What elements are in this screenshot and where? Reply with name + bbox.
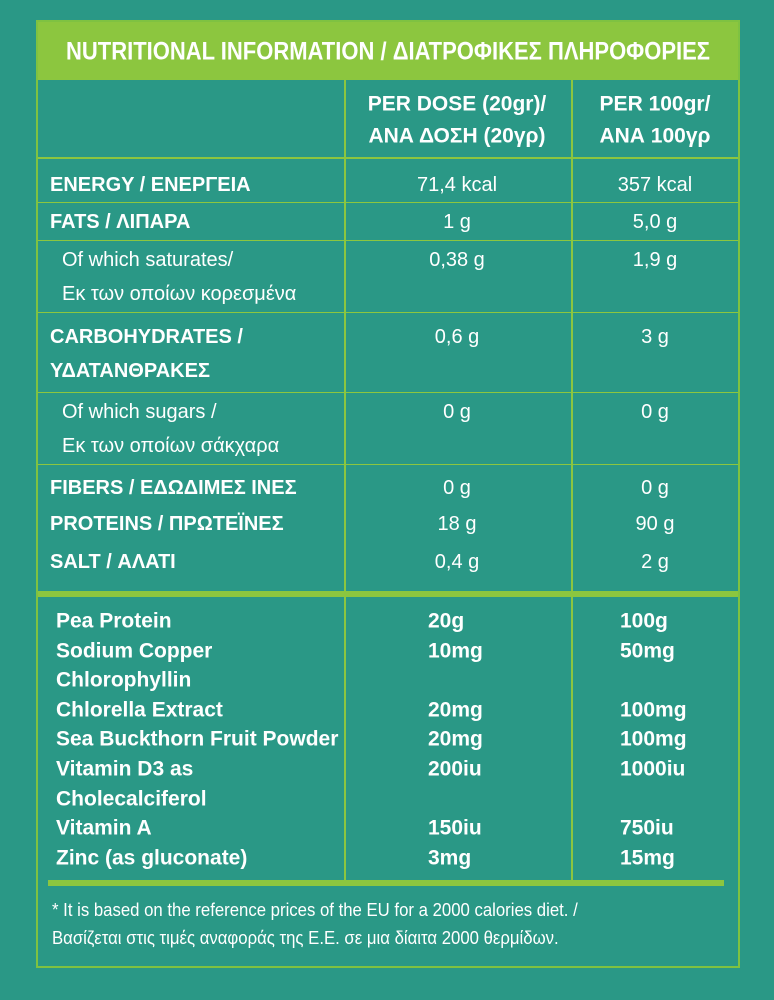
row-divider	[38, 202, 738, 203]
dose-value: 150iu	[428, 816, 482, 840]
per100-value: 1,9 g	[632, 249, 678, 271]
row-divider	[38, 464, 738, 465]
dose-value: 18 g	[437, 513, 477, 535]
nutrient-label: PROTEINS / ΠΡΩΤΕΪΝΕΣ	[50, 513, 284, 535]
ingredient-label: Chlorella Extract	[56, 698, 223, 722]
nutrient-label: CARBOHYDRATES /	[50, 326, 243, 348]
per100-value: 357 kcal	[617, 174, 693, 196]
nutrient-label: Of which sugars /	[62, 401, 217, 423]
dose-value: 0 g	[443, 401, 471, 423]
dose-value: 71,4 kcal	[416, 174, 498, 196]
per100-value: 750iu	[620, 816, 674, 840]
nutrient-label: Εκ των οποίων σάκχαρα	[62, 435, 280, 457]
column-header: PER 100gr/	[599, 92, 711, 116]
row-divider	[38, 240, 738, 241]
ingredient-label: Chlorophyllin	[56, 668, 192, 692]
nutrient-label: Εκ των οποίων κορεσμένα	[62, 283, 297, 305]
per100-value: 100g	[620, 609, 668, 633]
ingredient-label: Cholecalciferol	[56, 787, 207, 811]
footnote: * It is based on the reference prices of…	[52, 900, 578, 920]
column-header: ΑΝΑ 100γρ	[599, 124, 711, 148]
per100-value: 1000iu	[620, 757, 686, 781]
section-divider	[38, 591, 738, 597]
ingredient-label: Sea Buckthorn Fruit Powder	[56, 727, 339, 751]
ingredient-label: Sodium Copper	[56, 639, 213, 663]
dose-value: 20mg	[428, 727, 483, 751]
per100-value: 100mg	[620, 698, 687, 722]
row-divider	[38, 157, 738, 159]
column-header: ΑΝΑ ΔΟΣΗ (20γρ)	[368, 124, 546, 148]
dose-value: 200iu	[428, 757, 482, 781]
dose-value: 0 g	[443, 477, 471, 499]
column-divider	[344, 80, 346, 880]
ingredient-label: Zinc (as gluconate)	[56, 846, 248, 870]
dose-value: 20g	[428, 609, 465, 633]
dose-value: 20mg	[428, 698, 483, 722]
row-divider	[38, 392, 738, 393]
per100-value: 0 g	[641, 401, 669, 423]
column-header: PER DOSE (20gr)/	[367, 92, 547, 116]
row-divider	[38, 312, 738, 313]
table-border	[36, 20, 740, 968]
ingredient-label: Vitamin A	[56, 816, 152, 840]
title: NUTRITIONAL INFORMATION / ΔΙΑΤΡΟΦΙΚΕΣ ΠΛ…	[65, 37, 711, 66]
per100-value: 100mg	[620, 727, 687, 751]
dose-value: 0,4 g	[434, 551, 480, 573]
nutrient-label: ΥΔΑΤΑΝΘΡΑΚΕΣ	[50, 360, 210, 382]
per100-value: 5,0 g	[632, 211, 678, 233]
nutrient-label: Of which saturates/	[62, 249, 234, 271]
section-divider	[48, 880, 724, 886]
column-divider	[571, 80, 573, 880]
nutrient-label: FIBERS / ΕΔΩΔΙΜΕΣ ΙΝΕΣ	[50, 477, 297, 499]
nutrient-label: SALT / ΑΛΑΤΙ	[50, 551, 176, 573]
nutrient-label: FATS / ΛΙΠΑΡΑ	[50, 211, 191, 233]
dose-value: 0,6 g	[434, 326, 480, 348]
title-bar	[38, 22, 738, 80]
dose-value: 3mg	[428, 846, 472, 870]
per100-value: 3 g	[641, 326, 669, 348]
ingredient-label: Pea Protein	[56, 609, 172, 633]
per100-value: 50mg	[620, 639, 675, 663]
dose-value: 1 g	[443, 211, 471, 233]
per100-value: 15mg	[620, 846, 675, 870]
per100-value: 0 g	[641, 477, 669, 499]
dose-value: 0,38 g	[429, 249, 485, 271]
per100-value: 2 g	[641, 551, 669, 573]
dose-value: 10mg	[428, 639, 483, 663]
per100-value: 90 g	[635, 513, 675, 535]
footnote: Βασίζεται στις τιμές αναφοράς της Ε.Ε. σ…	[52, 928, 559, 948]
ingredient-label: Vitamin D3 as	[56, 757, 194, 781]
nutrient-label: ENERGY / ΕΝΕΡΓΕΙΑ	[50, 174, 251, 196]
